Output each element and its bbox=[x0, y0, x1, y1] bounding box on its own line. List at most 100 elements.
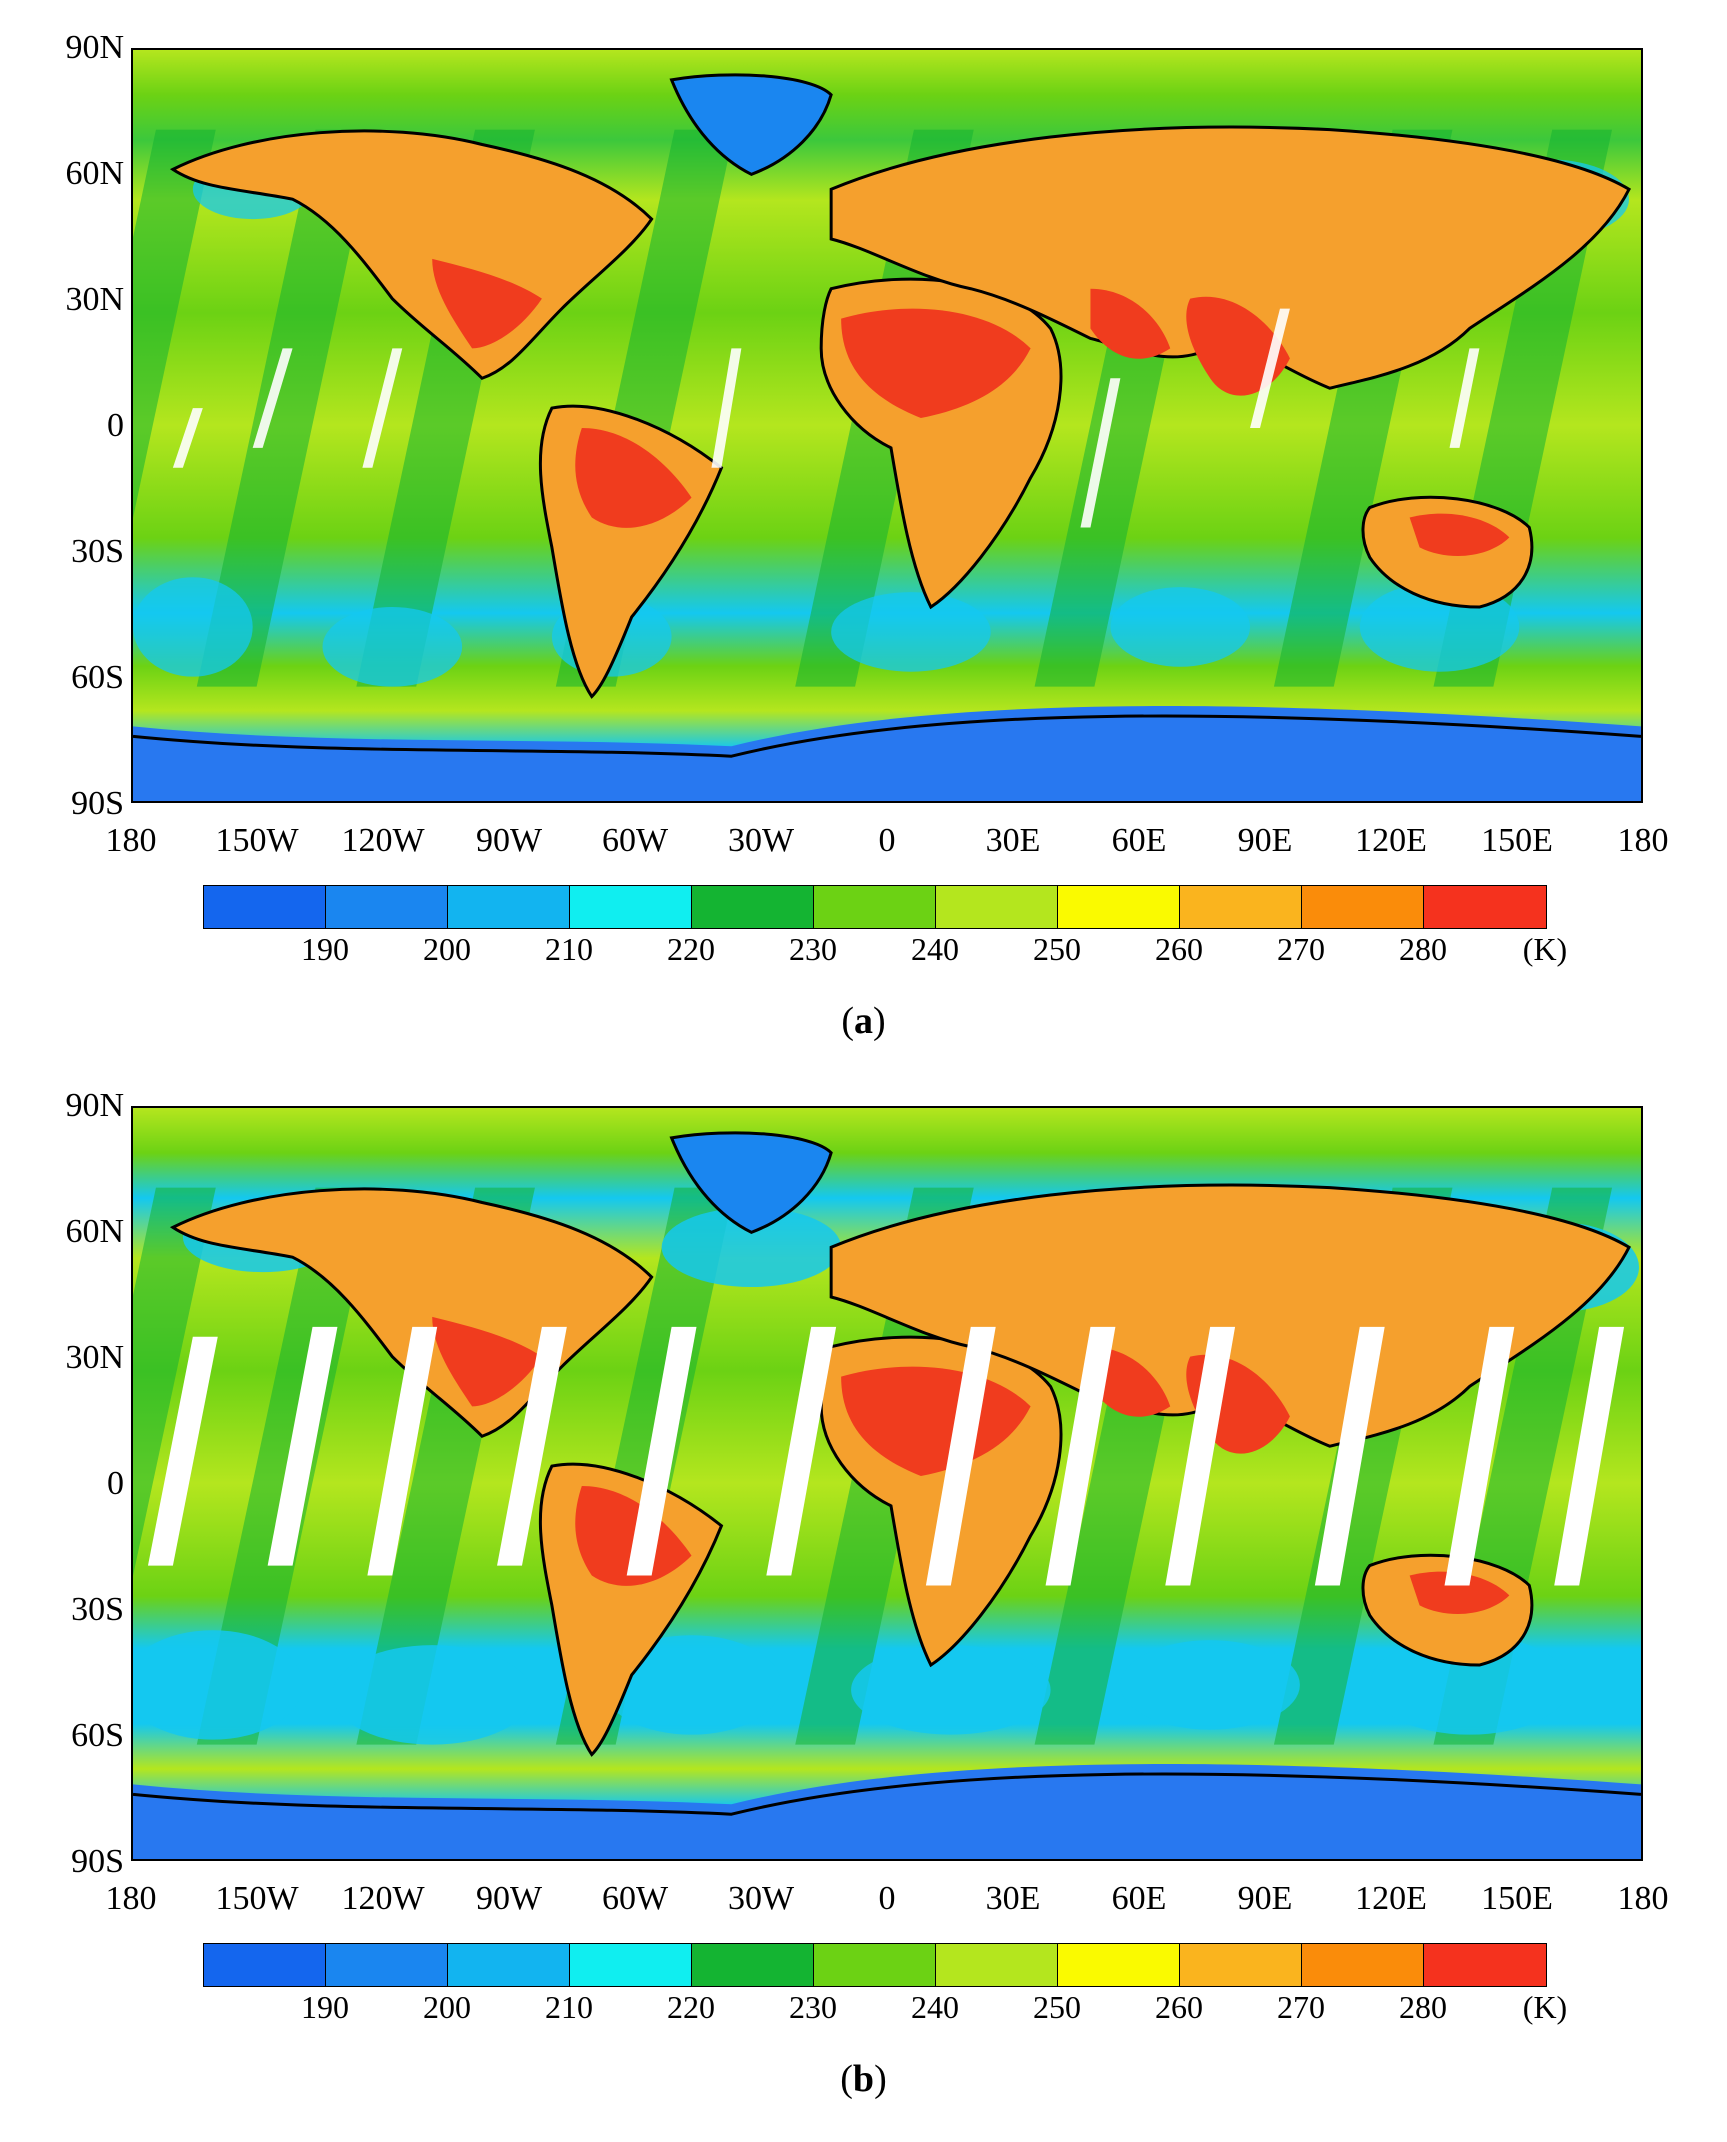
lat-label-30s: 30S bbox=[71, 533, 124, 570]
lat-label-30s: 30S bbox=[71, 1591, 124, 1628]
lon-label-120e: 120E bbox=[1355, 1880, 1427, 1917]
eurasia bbox=[829, 125, 1631, 390]
lon-label-150w: 150W bbox=[215, 822, 299, 859]
map-panel-b: 90N 60N 30N 0 30S 60S 90S 180 150W 120W … bbox=[0, 1058, 1727, 2108]
lon-label-30e: 30E bbox=[985, 822, 1041, 859]
lon-label-30w: 30W bbox=[727, 1880, 795, 1917]
lon-label-60e: 60E bbox=[1111, 1880, 1167, 1917]
greenland bbox=[669, 73, 833, 176]
colorbar-tick-230: 230 bbox=[789, 931, 837, 967]
colorbar-tick-260: 260 bbox=[1155, 1989, 1203, 2025]
lat-label-90n: 90N bbox=[65, 1087, 124, 1124]
colorbar-tick-200: 200 bbox=[423, 931, 471, 967]
swath-gaps bbox=[172, 308, 1480, 528]
colorbar-tick-270: 270 bbox=[1277, 931, 1325, 967]
panel-caption-b: (b) bbox=[840, 2058, 887, 2100]
colorbar-cell bbox=[204, 886, 326, 928]
colorbar-tick-240: 240 bbox=[911, 1989, 959, 2025]
colorbar-tick-190: 190 bbox=[301, 1989, 349, 2025]
colorbar-cell bbox=[936, 886, 1058, 928]
lat-label-60s: 60S bbox=[71, 1717, 124, 1754]
colorbar-cell bbox=[1180, 1944, 1302, 1986]
colorbar-cell bbox=[814, 1944, 936, 1986]
lon-label-30w: 30W bbox=[727, 822, 795, 859]
lon-label-90w: 90W bbox=[475, 822, 543, 859]
colorbar-tick-250: 250 bbox=[1033, 1989, 1081, 2025]
colorbar-tick-210: 210 bbox=[545, 931, 593, 967]
lon-label-60w: 60W bbox=[601, 1880, 669, 1917]
colorbar-cell bbox=[326, 886, 448, 928]
colorbar-cell bbox=[814, 886, 936, 928]
map-area bbox=[131, 48, 1643, 803]
colorbar-cell bbox=[448, 1944, 570, 1986]
eurasia bbox=[829, 1183, 1631, 1448]
lat-label-0: 0 bbox=[107, 1465, 124, 1502]
colorbar-cell bbox=[204, 1944, 326, 1986]
lon-label-120w: 120W bbox=[341, 822, 425, 859]
lat-label-0: 0 bbox=[107, 407, 124, 444]
colorbar bbox=[203, 1943, 1547, 1987]
lat-label-60n: 60N bbox=[65, 1213, 124, 1250]
colorbar-tick-280: 280 bbox=[1399, 931, 1447, 967]
lon-label-180w: 180 bbox=[105, 822, 157, 859]
lat-label-60s: 60S bbox=[71, 659, 124, 696]
lon-label-120w: 120W bbox=[341, 1880, 425, 1917]
lat-label-90s: 90S bbox=[71, 1843, 124, 1880]
lat-label-30n: 30N bbox=[65, 281, 124, 318]
colorbar-tick-190: 190 bbox=[301, 931, 349, 967]
lon-label-60w: 60W bbox=[601, 822, 669, 859]
map-panel-a: 90N 60N 30N 0 30S 60S 90S 180 150W 120W … bbox=[0, 0, 1727, 1050]
north-america bbox=[169, 129, 654, 380]
lon-label-30e: 30E bbox=[985, 1880, 1041, 1917]
colorbar-cell bbox=[1058, 1944, 1180, 1986]
panel-caption-a: (a) bbox=[841, 1000, 886, 1042]
colorbar-cell bbox=[936, 1944, 1058, 1986]
lon-label-150w: 150W bbox=[215, 1880, 299, 1917]
lat-label-90s: 90S bbox=[71, 785, 124, 822]
colorbar-cell bbox=[570, 886, 692, 928]
lat-label-60n: 60N bbox=[65, 155, 124, 192]
colorbar-cell bbox=[1058, 886, 1180, 928]
colorbar-unit: (K) bbox=[1522, 931, 1568, 967]
colorbar-tick-240: 240 bbox=[911, 931, 959, 967]
colorbar-cell bbox=[692, 1944, 814, 1986]
lon-label-180e: 180 bbox=[1617, 822, 1669, 859]
colorbar-cell bbox=[692, 886, 814, 928]
colorbar-tick-260: 260 bbox=[1155, 931, 1203, 967]
temperature-map bbox=[133, 1108, 1641, 1859]
temperature-map bbox=[133, 50, 1641, 801]
colorbar-cell bbox=[570, 1944, 692, 1986]
antarctica bbox=[133, 1764, 1641, 1859]
swath-gaps bbox=[147, 1326, 1625, 1586]
colorbar-cell bbox=[448, 886, 570, 928]
lon-label-150e: 150E bbox=[1481, 822, 1553, 859]
lat-label-30n: 30N bbox=[65, 1339, 124, 1376]
lon-label-180e: 180 bbox=[1617, 1880, 1669, 1917]
colorbar-tick-200: 200 bbox=[423, 1989, 471, 2025]
colorbar-tick-230: 230 bbox=[789, 1989, 837, 2025]
colorbar-tick-270: 270 bbox=[1277, 1989, 1325, 2025]
colorbar-cell bbox=[1424, 886, 1546, 928]
colorbar-tick-210: 210 bbox=[545, 1989, 593, 2025]
colorbar-tick-280: 280 bbox=[1399, 1989, 1447, 2025]
lon-label-0: 0 bbox=[878, 1880, 896, 1917]
lat-label-90n: 90N bbox=[65, 29, 124, 66]
lon-label-60e: 60E bbox=[1111, 822, 1167, 859]
colorbar-tick-250: 250 bbox=[1033, 931, 1081, 967]
lon-label-120e: 120E bbox=[1355, 822, 1427, 859]
lon-label-0: 0 bbox=[878, 822, 896, 859]
colorbar-cell bbox=[1180, 886, 1302, 928]
colorbar-tick-220: 220 bbox=[667, 1989, 715, 2025]
lon-label-180w: 180 bbox=[105, 1880, 157, 1917]
colorbar-cell bbox=[1302, 886, 1424, 928]
colorbar-cell bbox=[1302, 1944, 1424, 1986]
greenland bbox=[669, 1131, 833, 1234]
colorbar-cell bbox=[326, 1944, 448, 1986]
colorbar-cell bbox=[1424, 1944, 1546, 1986]
lon-label-90w: 90W bbox=[475, 1880, 543, 1917]
colorbar bbox=[203, 885, 1547, 929]
lon-label-90e: 90E bbox=[1237, 822, 1293, 859]
colorbar-tick-220: 220 bbox=[667, 931, 715, 967]
lon-label-150e: 150E bbox=[1481, 1880, 1553, 1917]
antarctica bbox=[133, 706, 1641, 801]
